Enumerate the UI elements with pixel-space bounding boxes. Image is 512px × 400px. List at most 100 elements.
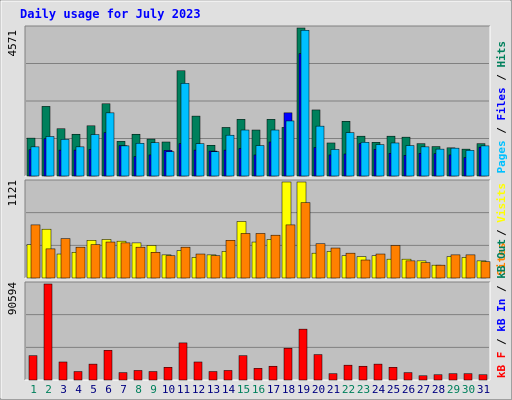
bar-sites-day-15 <box>240 233 251 279</box>
x-tick-day-7: 7 <box>120 383 127 396</box>
bar-sites-day-25 <box>390 245 401 279</box>
bar-pages-day-28 <box>435 148 445 177</box>
x-tick-day-22: 22 <box>342 383 355 396</box>
bar-kbf-day-18 <box>283 347 293 381</box>
legend-entry: / <box>495 120 508 141</box>
legend-entry: kB Out <box>495 239 508 279</box>
x-tick-day-21: 21 <box>327 383 340 396</box>
legend-entry: / <box>495 331 508 352</box>
bot-ymax-label: 90594 <box>6 282 19 316</box>
legend-entry: kB F <box>495 351 508 379</box>
legend-entry: / <box>495 278 508 299</box>
x-tick-day-17: 17 <box>267 383 280 396</box>
bar-pages-day-22 <box>345 132 355 177</box>
x-tick-day-25: 25 <box>387 383 400 396</box>
bar-sites-day-16 <box>255 233 266 279</box>
bar-sites-day-20 <box>315 243 326 279</box>
bar-sites-day-11 <box>180 246 191 279</box>
legend-entry: kB In <box>495 298 508 332</box>
bar-pages-day-21 <box>330 149 340 177</box>
bar-kbf-day-7 <box>118 372 128 381</box>
bar-pages-day-31 <box>480 145 490 177</box>
bar-pages-day-16 <box>255 145 265 177</box>
top-legend: Pages / Files / Hits <box>495 41 508 174</box>
bar-pages-day-20 <box>315 125 325 177</box>
top-ymax-label: 4571 <box>6 30 19 57</box>
bar-pages-day-15 <box>240 129 250 177</box>
bar-kbf-day-26 <box>403 372 413 381</box>
bar-kbf-day-12 <box>193 361 203 381</box>
x-tick-day-12: 12 <box>192 383 205 396</box>
bar-pages-day-13 <box>210 151 220 177</box>
x-tick-day-24: 24 <box>372 383 386 396</box>
bar-kbf-day-10 <box>163 367 173 381</box>
legend-entry: Visits <box>495 183 508 223</box>
legend-entry: Files <box>495 87 508 121</box>
kb-panel <box>25 282 490 380</box>
bar-sites-day-17 <box>270 234 281 279</box>
x-tick-day-1: 1 <box>30 383 37 396</box>
bar-kbf-day-16 <box>253 368 263 381</box>
x-tick-day-4: 4 <box>75 383 82 396</box>
bar-sites-day-27 <box>420 262 431 279</box>
bar-pages-day-19 <box>300 30 310 177</box>
mid-ymax-label: 1121 <box>6 180 19 207</box>
bar-pages-day-14 <box>225 134 235 177</box>
x-tick-day-3: 3 <box>60 383 67 396</box>
bar-kbf-day-1 <box>28 355 38 381</box>
bar-kbf-day-2 <box>43 283 53 381</box>
x-tick-day-14: 14 <box>222 383 236 396</box>
bar-sites-day-21 <box>330 247 341 279</box>
bar-sites-day-7 <box>120 242 131 279</box>
bar-sites-day-18 <box>285 224 296 279</box>
bar-sites-day-13 <box>210 255 221 279</box>
bar-kbf-day-21 <box>328 373 338 381</box>
bar-sites-day-22 <box>345 252 356 279</box>
x-tick-day-26: 26 <box>402 383 415 396</box>
bar-pages-day-27 <box>420 146 430 177</box>
bar-sites-day-8 <box>135 246 146 279</box>
bar-sites-day-3 <box>60 238 71 279</box>
legend-entry: Pages <box>495 140 508 174</box>
bar-pages-day-30 <box>465 150 475 177</box>
bar-sites-day-23 <box>360 259 371 279</box>
bar-kbf-day-5 <box>88 363 98 381</box>
x-tick-day-18: 18 <box>282 383 295 396</box>
x-tick-day-10: 10 <box>162 383 175 396</box>
bar-kbf-day-28 <box>433 374 443 381</box>
x-tick-day-16: 16 <box>252 383 265 396</box>
bar-kbf-day-15 <box>238 355 248 381</box>
x-tick-day-11: 11 <box>177 383 190 396</box>
bar-kbf-day-29 <box>448 373 458 381</box>
bar-pages-day-7 <box>120 145 130 177</box>
x-tick-day-13: 13 <box>207 383 220 396</box>
bar-sites-day-1 <box>30 224 41 279</box>
bar-sites-day-14 <box>225 240 236 279</box>
bar-kbf-day-8 <box>133 370 143 381</box>
bar-sites-day-10 <box>165 255 176 279</box>
bar-kbf-day-30 <box>463 373 473 381</box>
bar-kbf-day-11 <box>178 342 188 381</box>
bar-pages-day-11 <box>180 83 190 177</box>
bar-sites-day-30 <box>465 254 476 279</box>
x-tick-day-6: 6 <box>105 383 112 396</box>
x-tick-day-2: 2 <box>45 383 52 396</box>
x-tick-day-23: 23 <box>357 383 370 396</box>
bar-sites-day-28 <box>435 264 446 279</box>
bar-pages-day-8 <box>135 143 145 177</box>
bar-sites-day-12 <box>195 253 206 279</box>
bar-kbf-day-6 <box>103 350 113 381</box>
bar-pages-day-29 <box>450 147 460 177</box>
bar-sites-day-5 <box>90 244 101 279</box>
bar-kbf-day-25 <box>388 367 398 381</box>
bar-sites-day-31 <box>480 261 491 279</box>
bar-sites-day-6 <box>105 241 116 279</box>
bar-sites-day-29 <box>450 254 461 279</box>
bar-pages-day-5 <box>90 134 100 177</box>
bar-kbf-day-23 <box>358 365 368 381</box>
bar-pages-day-4 <box>75 146 85 177</box>
legend-entry: Hits <box>495 41 508 68</box>
bar-pages-day-9 <box>150 142 160 177</box>
bot-legend: kB F / kB In / kB Out <box>495 239 508 378</box>
